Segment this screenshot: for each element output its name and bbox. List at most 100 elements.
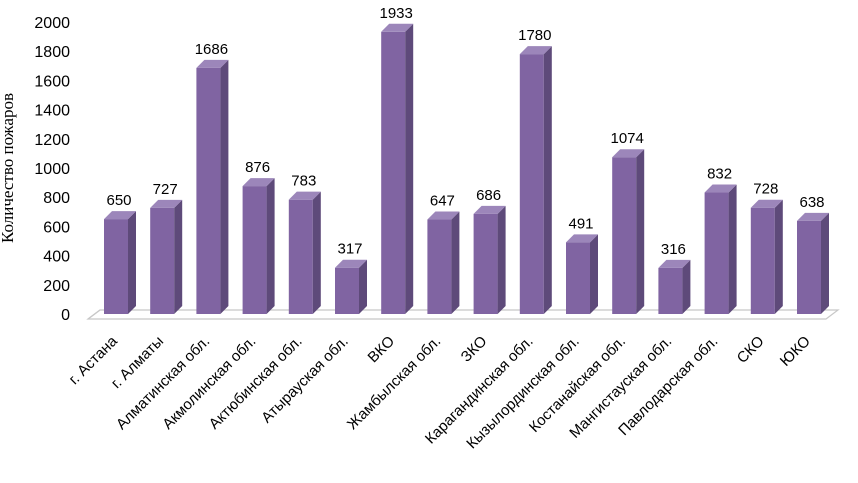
chart-floor xyxy=(86,309,840,320)
data-label: 317 xyxy=(337,241,362,258)
bar-front xyxy=(381,31,406,314)
y-tick-label: 1200 xyxy=(34,132,70,149)
y-axis-ticks: 0 200 400 600 800 1000 1200 1400 1600 1800 2000 xyxy=(34,15,70,324)
bar-top xyxy=(288,191,321,200)
bar xyxy=(104,211,136,314)
y-tick-label: 2000 xyxy=(34,15,70,32)
bar-front xyxy=(335,267,359,314)
bar-front xyxy=(797,220,821,314)
bar-front xyxy=(473,213,498,314)
x-category-label: ЮКО xyxy=(777,333,814,370)
bar xyxy=(704,184,737,314)
bar-side xyxy=(220,59,229,315)
bar xyxy=(288,191,321,314)
bar xyxy=(612,149,645,314)
bar-side xyxy=(636,149,645,314)
data-label: 1780 xyxy=(518,27,551,44)
y-tick-label: 1400 xyxy=(34,103,70,120)
data-label: 647 xyxy=(430,193,455,210)
bar-top xyxy=(242,178,275,187)
bar-front xyxy=(288,199,313,314)
bar-top xyxy=(658,259,691,268)
bar-side xyxy=(682,259,691,314)
data-label: 1933 xyxy=(380,5,413,22)
bar-front xyxy=(150,207,175,314)
bar-top xyxy=(196,59,229,68)
y-tick-label: 1800 xyxy=(34,44,70,61)
bar xyxy=(335,259,367,314)
bar-front xyxy=(196,67,221,315)
data-label: 650 xyxy=(106,192,131,209)
data-labels: 650 727 1686 876 783 317 1933 647 686 1780 491 1074… xyxy=(106,5,824,258)
data-label: 727 xyxy=(153,181,178,198)
y-tick-label: 800 xyxy=(43,190,70,207)
bar-front xyxy=(566,242,590,314)
y-tick-label: 0 xyxy=(61,307,70,324)
bar-side xyxy=(497,205,506,314)
bar-side xyxy=(128,211,136,314)
bar-side xyxy=(543,46,552,315)
bar-side xyxy=(821,212,829,314)
bar-front xyxy=(704,192,729,314)
data-label: 832 xyxy=(707,166,732,183)
bar-top xyxy=(797,212,829,221)
bar xyxy=(381,23,414,314)
bar-top xyxy=(704,184,737,193)
data-label: 316 xyxy=(661,241,686,258)
y-axis-title: Количество пожаров xyxy=(0,93,17,243)
bar-front xyxy=(242,186,267,314)
data-label: 638 xyxy=(799,194,824,211)
bar-front xyxy=(612,157,637,314)
bar-top xyxy=(335,259,367,268)
bar-top xyxy=(519,46,552,55)
bar-front xyxy=(427,219,452,314)
bar-side xyxy=(405,23,414,314)
bar-top xyxy=(750,199,783,208)
bar-side xyxy=(312,191,321,314)
y-tick-label: 600 xyxy=(43,219,70,236)
bar xyxy=(473,205,506,314)
bar-front xyxy=(104,219,128,314)
data-label: 686 xyxy=(476,187,501,204)
bar xyxy=(797,212,829,314)
data-label: 1074 xyxy=(611,130,644,147)
bar-top xyxy=(612,149,645,158)
bar-top xyxy=(104,211,136,220)
bar-front xyxy=(519,54,544,315)
bars xyxy=(104,23,829,315)
bar-top xyxy=(381,23,414,32)
bar xyxy=(242,178,275,314)
data-label: 876 xyxy=(245,159,270,176)
y-tick-label: 400 xyxy=(43,249,70,266)
data-label: 728 xyxy=(753,181,778,198)
floor-edge xyxy=(87,309,101,320)
bar-front xyxy=(750,207,775,314)
bar-side xyxy=(451,211,460,314)
bar-side xyxy=(590,234,598,314)
data-label: 783 xyxy=(291,173,316,190)
bar-side xyxy=(728,184,737,314)
bar-side xyxy=(266,178,275,314)
data-label: 1686 xyxy=(195,41,228,58)
y-tick-label: 200 xyxy=(43,278,70,295)
bar-front xyxy=(658,267,683,314)
x-category-label: ВКО xyxy=(365,333,398,366)
bar xyxy=(658,259,691,314)
bar-top xyxy=(427,211,460,220)
bar-side xyxy=(774,199,783,314)
bar xyxy=(150,199,183,314)
bar-top xyxy=(566,234,598,243)
x-category-label: Атырауская обл. xyxy=(258,333,352,427)
bar-top xyxy=(473,205,506,214)
y-tick-label: 1000 xyxy=(34,161,70,178)
bar-side xyxy=(174,199,183,314)
bar xyxy=(750,199,783,314)
x-category-label: СКО xyxy=(734,333,768,367)
bar xyxy=(566,234,598,314)
bar xyxy=(519,46,552,315)
bar xyxy=(196,59,229,315)
bar-top xyxy=(150,199,183,208)
bar xyxy=(427,211,460,314)
